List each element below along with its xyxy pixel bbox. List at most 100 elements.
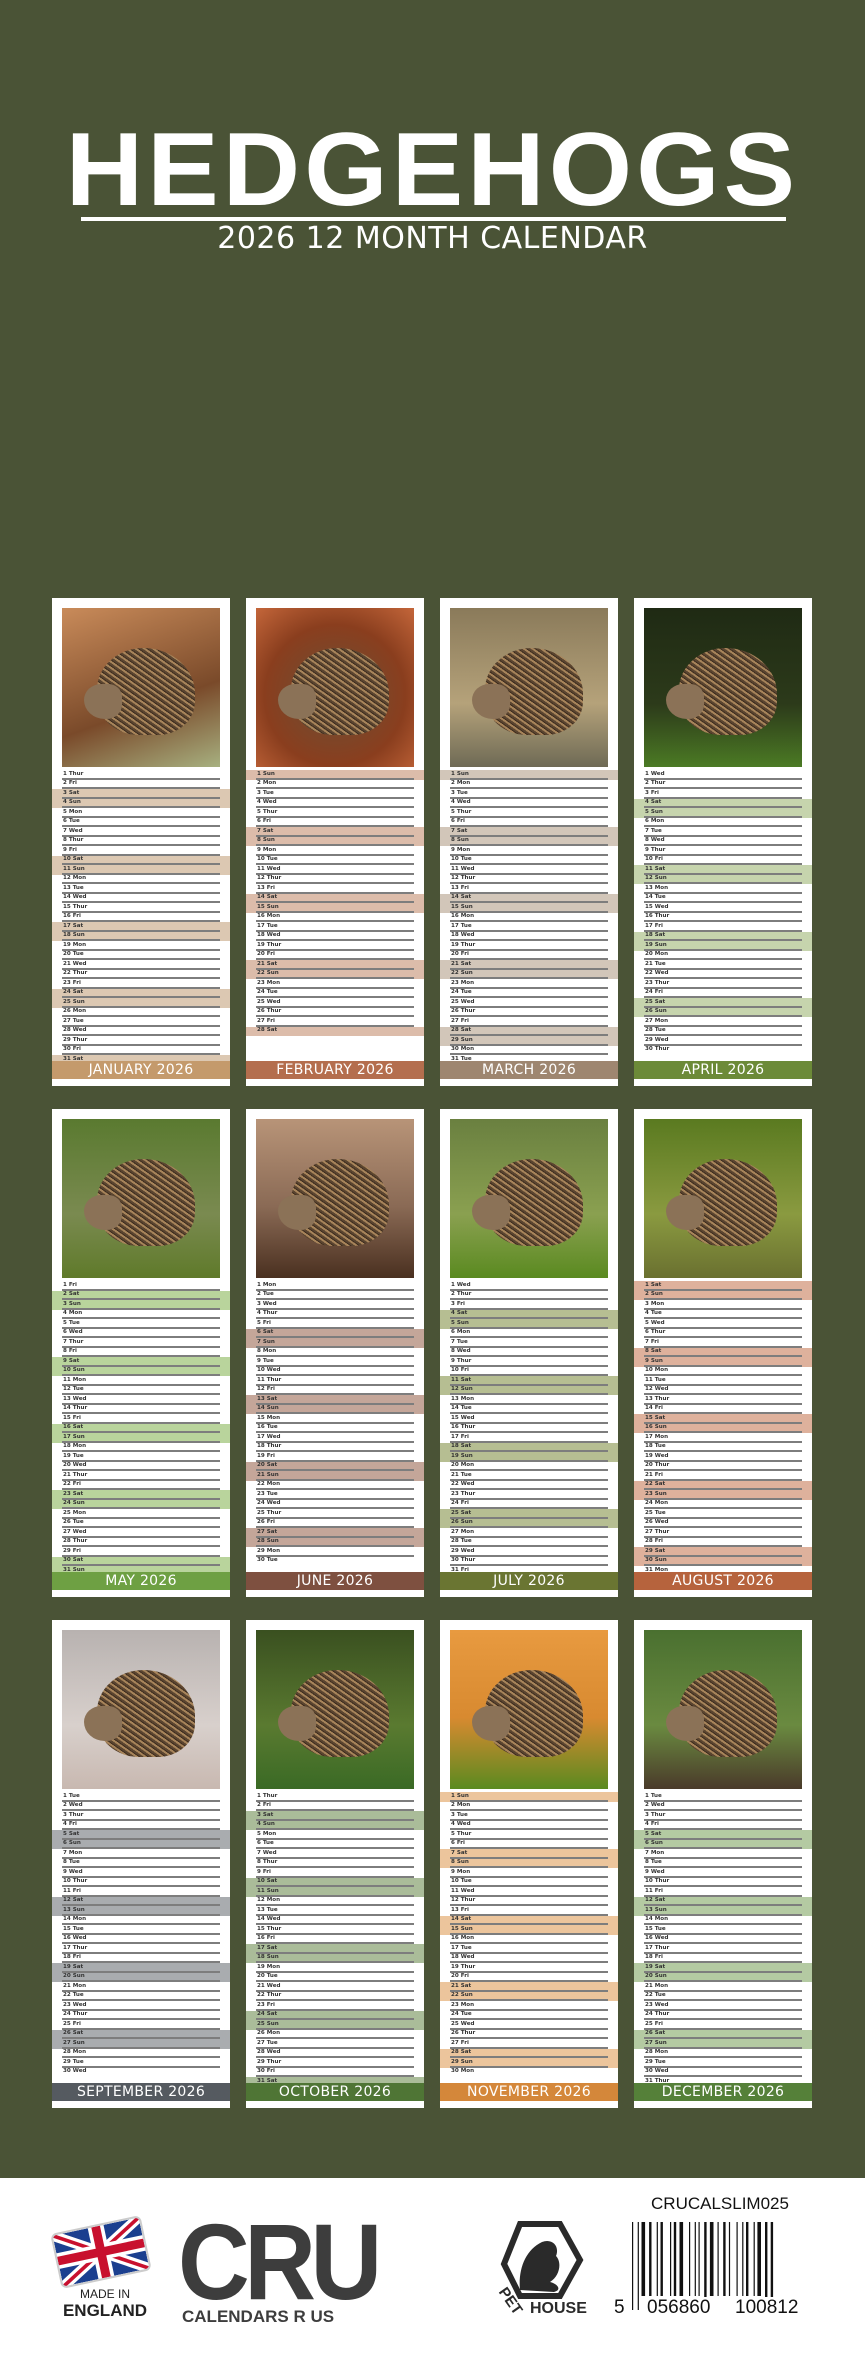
writing-line <box>62 1961 220 1963</box>
weekend-day-row: 13 Sat <box>246 1395 424 1405</box>
weekend-day-row: 5 Sat <box>52 1830 230 1840</box>
writing-line <box>256 1894 414 1897</box>
day-label: 18 Tue <box>645 1443 666 1449</box>
writing-line <box>62 901 220 903</box>
writing-line <box>450 1999 608 2001</box>
day-label: 9 Mon <box>451 846 471 853</box>
weekend-day-row: 30 Sat <box>52 1556 230 1566</box>
day-label: 2 Fri <box>257 1802 271 1808</box>
day-label: 27 Fri <box>451 2039 469 2046</box>
writing-line <box>450 1043 608 1046</box>
writing-line <box>256 1932 414 1935</box>
day-label: 25 Sun <box>257 2020 279 2027</box>
weekend-day-row: 12 Sat <box>52 1896 230 1906</box>
day-row: 21 Thur <box>52 1471 230 1481</box>
day-label: 28 Thur <box>63 1538 88 1544</box>
day-row: 29 Thur <box>246 2058 424 2068</box>
day-row: 5 Tue <box>52 1319 230 1329</box>
day-label: 5 Wed <box>645 1319 665 1326</box>
england-text: ENGLAND <box>62 2301 148 2320</box>
day-row: 12 Thur <box>440 875 618 884</box>
day-label: 7 Fri <box>645 1338 659 1345</box>
weekend-day-row: 15 Sun <box>440 903 618 913</box>
day-row: 21 Fri <box>634 1471 812 1481</box>
day-label: 2 Wed <box>645 1802 665 1808</box>
writing-line <box>450 1989 608 1992</box>
day-label: 14 Tue <box>645 894 666 900</box>
weekend-day-row: 6 Sun <box>634 1839 812 1849</box>
day-row: 17 Thur <box>52 1944 230 1954</box>
day-label: 2 Mon <box>257 780 277 786</box>
day-label: 15 Sun <box>451 903 473 910</box>
day-label: 31 Sun <box>63 1566 85 1573</box>
writing-line <box>450 1326 608 1329</box>
day-row: 8 Wed <box>634 837 812 846</box>
day-row: 23 Mon <box>246 979 424 989</box>
writing-line <box>256 891 414 894</box>
day-row: 20 Tue <box>246 1973 424 1982</box>
day-label: 15 Sun <box>257 903 279 910</box>
writing-line <box>644 929 802 932</box>
writing-line <box>644 1989 802 1992</box>
day-label: 28 Tue <box>645 1027 666 1033</box>
weekend-day-row: 25 Sat <box>440 1509 618 1519</box>
weekend-day-row: 9 Sat <box>52 1357 230 1367</box>
writing-line <box>644 1951 802 1954</box>
day-row: 25 Fri <box>52 2020 230 2030</box>
day-row: 1 Wed <box>634 770 812 780</box>
writing-line <box>644 1364 802 1367</box>
writing-line <box>644 1894 802 1897</box>
barcode-bar <box>736 2222 738 2296</box>
day-label: 30 Wed <box>63 2068 87 2074</box>
day-row: 5 Thur <box>246 808 424 818</box>
day-label: 13 Tue <box>257 1906 278 1913</box>
day-row: 24 Fri <box>440 1500 618 1509</box>
day-label: 27 Wed <box>63 1528 87 1535</box>
day-label: 8 Sun <box>257 837 275 843</box>
day-label: 6 Fri <box>257 818 271 824</box>
day-row: 21 Mon <box>634 1982 812 1992</box>
weekend-day-row: 18 Sun <box>52 931 230 941</box>
day-row: 11 Thur <box>246 1376 424 1386</box>
writing-line <box>256 2037 414 2039</box>
day-label: 8 Thur <box>63 837 84 843</box>
day-label: 19 Mon <box>257 1963 281 1970</box>
writing-line <box>256 939 414 941</box>
writing-line <box>62 1317 220 1319</box>
writing-line <box>450 806 608 808</box>
writing-line <box>644 815 802 818</box>
writing-line <box>62 777 220 780</box>
day-row: 7 Wed <box>246 1849 424 1859</box>
writing-line <box>256 796 414 799</box>
day-row: 29 Wed <box>634 1036 812 1046</box>
hedgehog-photo <box>450 1119 608 1278</box>
writing-line <box>450 1345 608 1348</box>
day-label: 16 Mon <box>451 1935 475 1941</box>
day-row: 12 Tue <box>52 1386 230 1395</box>
writing-line <box>256 834 414 837</box>
day-row: 20 Fri <box>440 1973 618 1982</box>
day-label: 26 Thur <box>451 1008 476 1014</box>
barcode-bar <box>637 2222 639 2310</box>
writing-line <box>62 1535 220 1538</box>
day-row: 2 Thur <box>634 780 812 789</box>
day-row: 16 Wed <box>634 1935 812 1944</box>
day-row: 2 Wed <box>52 1802 230 1811</box>
day-label: 10 Thur <box>645 1878 670 1884</box>
day-label: 14 Tue <box>451 1405 472 1411</box>
writing-line <box>644 1298 802 1300</box>
writing-line <box>450 1393 608 1395</box>
day-row: 7 Tue <box>440 1338 618 1348</box>
writing-line <box>62 1564 220 1566</box>
day-label: 10 Fri <box>645 856 663 862</box>
day-row: 16 Fri <box>52 913 230 922</box>
writing-line <box>256 787 414 789</box>
writing-line <box>450 863 608 865</box>
day-row: 27 Mon <box>634 1017 812 1027</box>
day-label: 12 Sun <box>451 1386 473 1392</box>
weekend-day-row: 10 Sun <box>52 1366 230 1376</box>
day-row: 6 Mon <box>440 1329 618 1338</box>
day-label: 7 Wed <box>257 1849 277 1856</box>
day-row: 25 Thur <box>246 1509 424 1519</box>
day-label: 23 Mon <box>257 979 281 986</box>
